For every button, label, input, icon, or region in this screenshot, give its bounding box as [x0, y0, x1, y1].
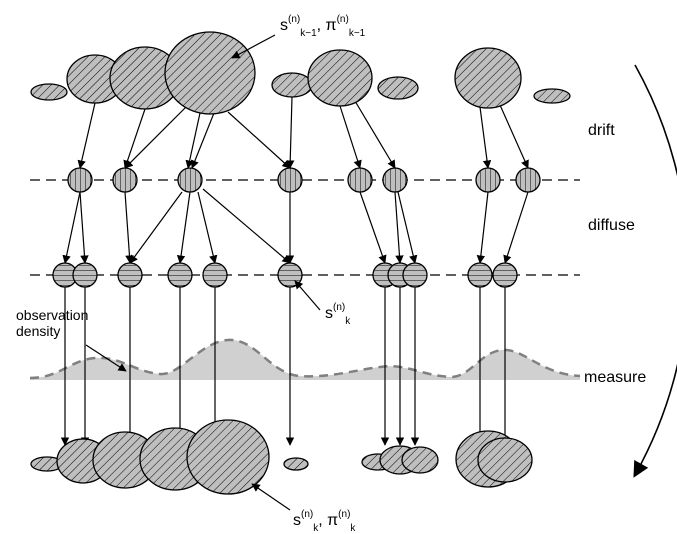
mid1-particle: [383, 168, 407, 192]
mid2-particle: [403, 263, 427, 287]
top-particle: [308, 50, 372, 106]
edges-diffuse: [65, 189, 528, 263]
mid2-particle: [203, 263, 227, 287]
label-observation-density: observation density: [16, 307, 92, 339]
particle-filter-diagram: s(n)k−1, π(n)k−1 drift diffuse s(n)k obs…: [0, 0, 677, 534]
label-mid-formula: s(n)k: [325, 302, 351, 327]
mid1-particle: [178, 168, 202, 192]
mid1-particle: [516, 168, 540, 192]
label-bottom-formula: s(n)k, π(n)k: [293, 509, 356, 534]
process-arc-arrow: [635, 65, 677, 475]
mid1-particle: [68, 168, 92, 192]
top-particle: [165, 32, 255, 114]
label-drift: drift: [588, 122, 615, 139]
top-particle: [378, 77, 418, 99]
mid2-particle: [73, 263, 97, 287]
mid1-particle: [476, 168, 500, 192]
bottom-particle: [478, 438, 532, 482]
mid1-particle: [278, 168, 302, 192]
observation-density: [30, 340, 580, 380]
mid2-particle: [278, 263, 302, 287]
mid2-particle: [468, 263, 492, 287]
label-top-formula: s(n)k−1, π(n)k−1: [280, 14, 366, 39]
mid1-particle: [348, 168, 372, 192]
label-measure: measure: [584, 369, 646, 386]
bottom-particle: [402, 447, 438, 473]
top-particle: [455, 48, 521, 108]
top-particle: [272, 73, 312, 97]
mid2-particle: [493, 263, 517, 287]
top-particle: [31, 84, 67, 100]
top-particle: [534, 89, 570, 103]
label-diffuse: diffuse: [588, 217, 635, 234]
mid2-particle: [118, 263, 142, 287]
mid2-particle: [168, 263, 192, 287]
nodes-bottom: [31, 420, 532, 494]
mid1-particle: [113, 168, 137, 192]
bottom-particle: [284, 458, 308, 470]
bottom-particle: [187, 420, 269, 494]
nodes-top: [31, 32, 570, 114]
